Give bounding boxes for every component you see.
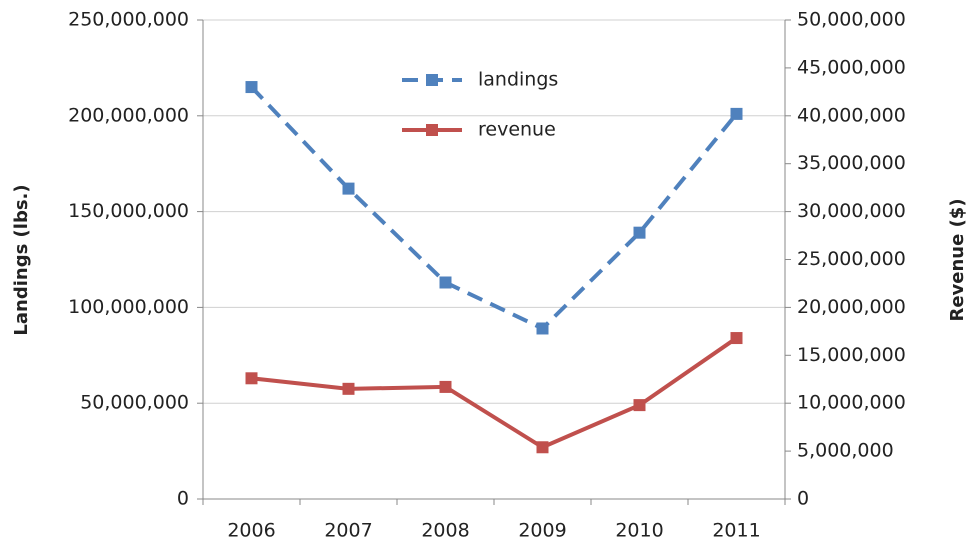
y-tick-label: 100,000,000 [68, 296, 189, 318]
marker [633, 399, 646, 412]
marker [245, 372, 258, 385]
legend-label: revenue [478, 119, 556, 141]
y2-tick-label: 5,000,000 [797, 440, 894, 462]
x-tick-label: 2006 [227, 520, 275, 542]
marker [536, 441, 549, 454]
legend-marker [426, 124, 438, 136]
legend-marker [426, 74, 438, 86]
y-tick-label: 50,000,000 [80, 392, 189, 414]
y-axis-title: Landings (lbs.) [11, 184, 32, 335]
marker [536, 322, 549, 335]
marker [633, 226, 646, 239]
y-tick-label: 250,000,000 [68, 9, 189, 31]
legend-label: landings [478, 69, 558, 91]
y2-tick-label: 50,000,000 [797, 9, 906, 31]
x-tick-label: 2009 [518, 520, 566, 542]
y-tick-label: 200,000,000 [68, 104, 189, 126]
y2-tick-label: 20,000,000 [797, 296, 906, 318]
marker [730, 332, 743, 345]
y2-tick-label: 0 [797, 488, 809, 510]
y2-tick-label: 30,000,000 [797, 200, 906, 222]
marker [439, 276, 452, 289]
y2-tick-label: 45,000,000 [797, 56, 906, 78]
x-tick-label: 2010 [615, 520, 663, 542]
marker [439, 380, 452, 393]
y2-tick-label: 15,000,000 [797, 344, 906, 366]
y2-tick-label: 25,000,000 [797, 248, 906, 270]
y2-tick-label: 10,000,000 [797, 392, 906, 414]
x-tick-label: 2007 [324, 520, 372, 542]
marker [342, 382, 355, 395]
x-tick-label: 2008 [421, 520, 469, 542]
marker [245, 81, 258, 94]
y2-axis-title: Revenue ($) [947, 198, 968, 321]
x-tick-label: 2011 [712, 520, 760, 542]
y2-tick-label: 35,000,000 [797, 152, 906, 174]
y2-tick-label: 40,000,000 [797, 104, 906, 126]
series-line [251, 336, 738, 450]
series-line [250, 85, 739, 331]
y-tick-label: 150,000,000 [68, 200, 189, 222]
marker [730, 107, 743, 120]
marker [342, 182, 355, 195]
y-tick-label: 0 [177, 488, 189, 510]
